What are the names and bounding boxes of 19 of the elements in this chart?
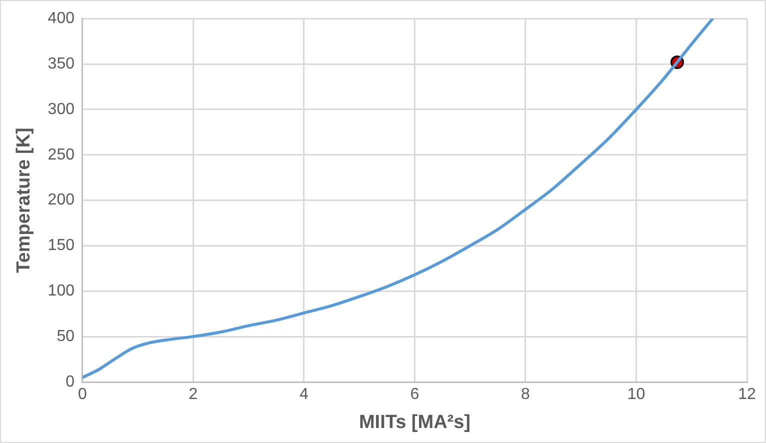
x-tick-label: 4	[300, 386, 309, 404]
x-tick-label: 10	[627, 386, 646, 404]
y-tick-label: 300	[48, 100, 75, 118]
x-axis-title: MIITs [MA²s]	[358, 412, 471, 433]
y-axis-title: Temperature [K]	[14, 128, 35, 273]
x-tick-label: 8	[521, 386, 530, 404]
x-tick-label: 12	[738, 386, 756, 404]
line-series	[82, 18, 714, 379]
y-tick-label: 50	[56, 328, 75, 345]
y-tick-label: 150	[48, 237, 75, 254]
x-tick-label: 6	[410, 386, 420, 404]
y-tick-label: 350	[48, 55, 75, 72]
y-tick-label: 400	[48, 10, 75, 28]
y-tick-label: 100	[48, 282, 75, 300]
y-tick-label: 250	[48, 146, 75, 164]
y-tick-label: 0	[66, 373, 75, 390]
y-tick-label: 200	[48, 192, 75, 209]
x-tick-label: 2	[188, 386, 198, 404]
x-tick-label: 0	[78, 386, 88, 404]
